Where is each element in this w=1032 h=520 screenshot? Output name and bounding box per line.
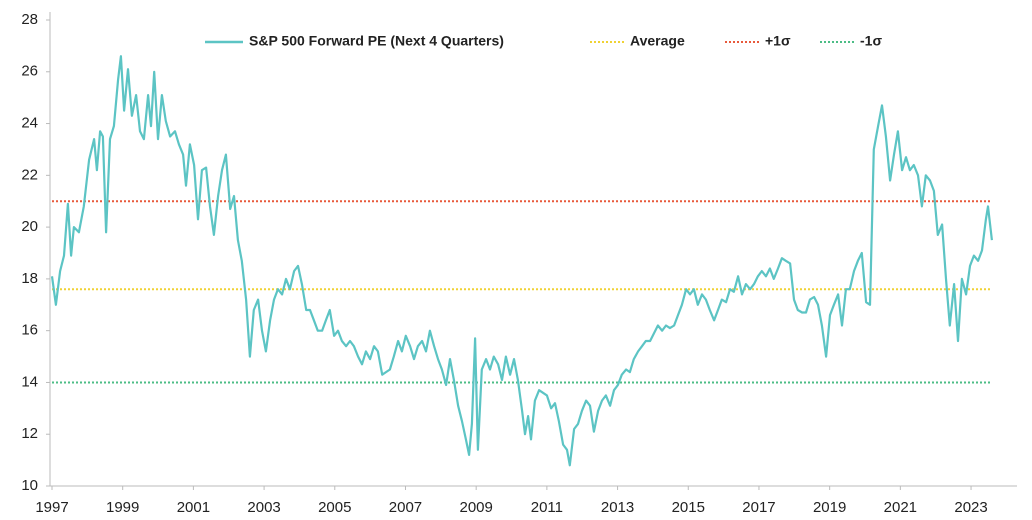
y-tick-label: 18: [21, 270, 38, 287]
x-tick-label: 1997: [35, 499, 68, 516]
y-tick-label: 26: [21, 63, 38, 80]
y-tick-label: 12: [21, 425, 38, 442]
y-tick-label: 14: [21, 373, 38, 390]
x-tick-label: 2021: [884, 499, 917, 516]
x-tick-label: 1999: [106, 499, 139, 516]
x-tick-label: 2015: [672, 499, 705, 516]
x-tick-label: 2001: [177, 499, 210, 516]
legend-label: +1σ: [765, 33, 791, 49]
y-tick-label: 10: [21, 477, 38, 494]
y-tick-label: 28: [21, 11, 38, 28]
y-tick-label: 16: [21, 322, 38, 339]
x-tick-label: 2019: [813, 499, 846, 516]
legend-label: -1σ: [860, 33, 882, 49]
legend-label: S&P 500 Forward PE (Next 4 Quarters): [249, 33, 504, 49]
x-tick-label: 2007: [389, 499, 422, 516]
y-tick-label: 24: [21, 115, 38, 132]
x-tick-label: 2005: [318, 499, 351, 516]
series-line: [50, 55, 993, 467]
y-tick-label: 20: [21, 218, 38, 235]
legend-label: Average: [630, 33, 685, 49]
x-tick-label: 2023: [954, 499, 987, 516]
y-tick-label: 22: [21, 166, 38, 183]
x-tick-label: 2013: [601, 499, 634, 516]
x-tick-label: 2003: [247, 499, 280, 516]
x-tick-label: 2011: [531, 499, 563, 516]
x-tick-label: 2009: [459, 499, 492, 516]
x-tick-label: 2017: [742, 499, 775, 516]
